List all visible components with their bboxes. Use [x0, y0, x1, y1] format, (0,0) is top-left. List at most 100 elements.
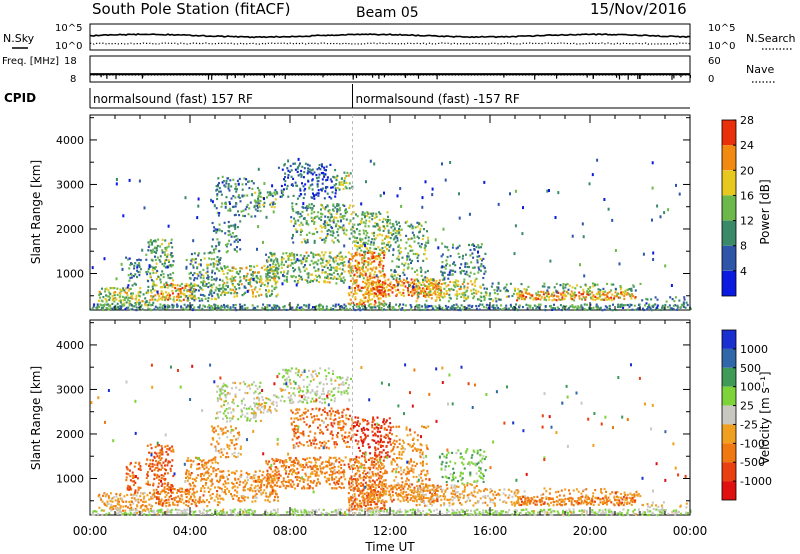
echo-cell — [259, 404, 262, 407]
echo-cell — [179, 497, 181, 500]
echo-cell — [659, 308, 662, 312]
echo-cell — [369, 159, 372, 163]
echo-cell — [409, 304, 412, 307]
echo-cell — [290, 175, 293, 178]
echo-cell — [147, 285, 150, 288]
echo-cell — [507, 290, 509, 293]
echo-cell — [371, 218, 374, 221]
echo-cell — [372, 212, 375, 215]
echo-cell — [154, 298, 157, 301]
echo-cell — [234, 472, 237, 475]
echo-cell — [439, 286, 442, 289]
echo-cell — [628, 293, 631, 296]
echo-cell — [240, 307, 242, 310]
nave-dip — [106, 75, 108, 79]
echo-cell — [262, 491, 265, 494]
echo-cell — [123, 298, 126, 301]
echo-cell — [358, 229, 361, 232]
echo-cell — [159, 449, 162, 452]
echo-cell — [155, 452, 158, 455]
echo-cell — [288, 481, 291, 484]
echo-cell — [428, 293, 431, 296]
echo-cell — [154, 239, 157, 242]
echo-cell — [207, 275, 210, 279]
echo-cell — [196, 277, 199, 280]
echo-cell — [277, 499, 280, 502]
echo-cell — [519, 290, 522, 293]
echo-cell — [255, 496, 258, 499]
echo-cell — [200, 473, 203, 476]
echo-cell — [343, 214, 346, 217]
echo-cell — [216, 229, 219, 232]
echo-cell — [308, 203, 311, 206]
echo-cell — [275, 458, 278, 461]
echo-cell — [232, 205, 235, 208]
echo-cell — [435, 283, 438, 286]
echo-cell — [569, 293, 572, 296]
echo-cell — [511, 294, 514, 298]
echo-cell — [561, 296, 564, 299]
echo-cell — [240, 470, 243, 473]
echo-cell — [310, 400, 313, 403]
echo-cell — [337, 277, 340, 281]
echo-cell — [163, 251, 166, 254]
echo-cell — [232, 284, 235, 287]
echo-cell — [393, 269, 396, 273]
echo-cell — [611, 309, 614, 312]
echo-cell — [323, 166, 326, 169]
echo-cell — [152, 280, 155, 283]
echo-cell — [289, 164, 292, 168]
echo-cell — [680, 303, 683, 306]
echo-cell — [334, 305, 337, 308]
echo-cell — [203, 257, 206, 260]
echo-cell — [151, 493, 154, 496]
echo-cell — [231, 282, 234, 286]
echo-cell — [584, 283, 587, 286]
echo-cell — [114, 297, 117, 300]
echo-cell — [362, 280, 365, 283]
echo-cell — [256, 281, 258, 284]
echo-cell — [187, 477, 190, 480]
echo-cell — [397, 280, 400, 284]
echo-cell — [301, 468, 304, 471]
echo-cell — [259, 391, 262, 394]
echo-cell — [116, 500, 119, 504]
echo-cell — [533, 297, 536, 300]
echo-cell — [184, 284, 187, 287]
echo-cell — [300, 465, 303, 468]
echo-cell — [371, 289, 374, 292]
echo-cell — [326, 204, 329, 207]
echo-cell — [145, 482, 148, 485]
echo-cell — [443, 277, 446, 281]
echo-cell — [185, 306, 188, 309]
echo-cell — [636, 308, 639, 311]
echo-cell — [356, 275, 359, 278]
echo-cell — [135, 303, 138, 306]
echo-cell — [305, 260, 308, 263]
echo-cell — [276, 272, 279, 275]
echo-cell — [236, 246, 238, 249]
echo-cell — [239, 270, 241, 273]
echo-cell — [212, 467, 215, 470]
echo-cell — [407, 281, 410, 284]
echo-cell — [170, 241, 173, 244]
echo-cell — [326, 391, 329, 394]
echo-cell — [171, 283, 174, 286]
echo-cell — [155, 271, 158, 274]
echo-cell — [109, 507, 112, 510]
echo-cell — [325, 464, 328, 467]
echo-cell — [371, 306, 374, 309]
echo-cell — [632, 284, 635, 287]
echo-cell — [164, 482, 166, 485]
echo-cell — [168, 488, 170, 491]
echo-cell — [333, 487, 336, 490]
echo-cell — [307, 274, 310, 277]
echo-cell — [352, 217, 355, 220]
echo-cell — [266, 269, 269, 272]
echo-cell — [161, 306, 164, 309]
echo-cell — [573, 306, 576, 309]
echo-cell — [170, 252, 173, 255]
echo-cell — [361, 261, 364, 264]
echo-cell — [187, 493, 190, 496]
echo-cell — [197, 252, 200, 255]
